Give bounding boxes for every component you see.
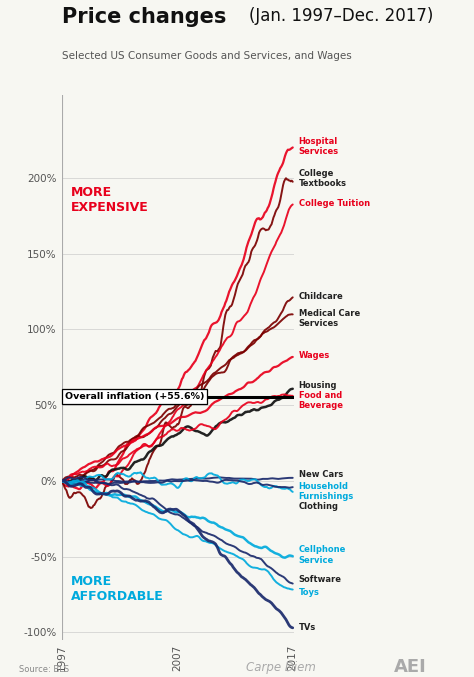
Text: Wages: Wages — [299, 351, 330, 359]
Text: New Cars: New Cars — [299, 471, 343, 479]
Text: Selected US Consumer Goods and Services, and Wages: Selected US Consumer Goods and Services,… — [62, 51, 351, 61]
Text: Software: Software — [299, 575, 342, 584]
Text: Housing: Housing — [299, 381, 337, 390]
Text: Cellphone
Service: Cellphone Service — [299, 546, 346, 565]
Text: Childcare: Childcare — [299, 292, 343, 301]
Text: Price changes: Price changes — [62, 7, 226, 27]
Text: College
Textbooks: College Textbooks — [299, 169, 346, 188]
Text: (Jan. 1997–Dec. 2017): (Jan. 1997–Dec. 2017) — [249, 7, 433, 25]
Text: Household
Furnishings: Household Furnishings — [299, 482, 354, 501]
Text: Overall inflation (+55.6%): Overall inflation (+55.6%) — [65, 392, 205, 401]
Text: Hospital
Services: Hospital Services — [299, 137, 338, 156]
Text: Toys: Toys — [299, 588, 319, 597]
Text: Source: BLS: Source: BLS — [19, 665, 69, 674]
Text: AEI: AEI — [393, 657, 426, 676]
Text: College Tuition: College Tuition — [299, 199, 370, 209]
Text: MORE
AFFORDABLE: MORE AFFORDABLE — [71, 575, 164, 603]
Text: TVs: TVs — [299, 623, 316, 632]
Text: Medical Care
Services: Medical Care Services — [299, 309, 360, 328]
Text: Food and
Beverage: Food and Beverage — [299, 391, 344, 410]
Text: MORE
EXPENSIVE: MORE EXPENSIVE — [71, 185, 149, 214]
Text: Clothing: Clothing — [299, 502, 338, 511]
Text: Carpe Diem: Carpe Diem — [246, 661, 316, 674]
